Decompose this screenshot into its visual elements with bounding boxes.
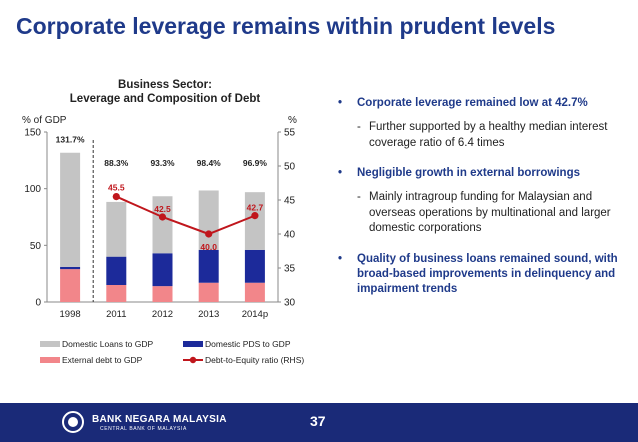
bullet-1-text: Corporate leverage remained low at 42.7% <box>357 97 588 109</box>
legend-swatch <box>40 357 60 363</box>
bar-segment <box>106 201 127 257</box>
chart-title-line2: Leverage and Composition of Debt <box>69 93 261 105</box>
bullet-2-sub-text: Mainly intragroup funding for Malaysian … <box>369 191 611 234</box>
debt-equity-point <box>251 212 259 220</box>
bar-total-label: 88.3% <box>104 158 129 168</box>
debt-equity-point <box>158 213 167 221</box>
right-tick-label: 40 <box>284 230 296 241</box>
x-tick-label: 2012 <box>152 309 173 320</box>
sub-dash: - <box>357 121 361 133</box>
chart-title-line1: Business Sector: <box>118 79 212 91</box>
chart-title: Business Sector: Leverage and Compositio… <box>60 78 270 106</box>
legend-swatch <box>183 341 203 347</box>
x-tick-label: 2013 <box>198 309 219 320</box>
right-tick-label: 35 <box>284 264 296 275</box>
bank-name: BANK NEGARA MALAYSIA <box>92 414 227 425</box>
legend-label: Domestic PDS to GDP <box>205 339 291 349</box>
right-tick-label: 55 <box>284 128 296 139</box>
bank-logo-icon <box>62 411 84 433</box>
bullet-dot: • <box>338 252 343 265</box>
footer-bar: BANK NEGARA MALAYSIA CENTRAL BANK OF MAL… <box>0 403 638 442</box>
bullet-1-sub-text: Further supported by a healthy median in… <box>369 121 608 149</box>
bullet-2-text: Negligible growth in external borrowings <box>357 167 580 179</box>
bar-segment <box>198 282 219 302</box>
bar-segment <box>60 266 81 270</box>
bar-segment <box>152 253 173 287</box>
legend-label: Domestic Loans to GDP <box>62 339 154 349</box>
x-tick-label: 1998 <box>60 309 81 320</box>
left-tick-label: 150 <box>24 128 41 139</box>
bar-segment <box>244 282 265 302</box>
legend-label: External debt to GDP <box>62 355 143 365</box>
leverage-chart: % of GDP % 0 50 100 150 30 35 40 45 50 55 1998 2011… <box>22 115 304 365</box>
bar-total-label: 98.4% <box>197 158 222 168</box>
right-tick-label: 45 <box>284 196 296 207</box>
right-tick-label: 30 <box>284 298 296 309</box>
bullet-dot: • <box>338 97 343 109</box>
bar-segment <box>60 269 81 302</box>
line-data-label: 42.7 <box>247 203 264 213</box>
bar-segment <box>106 256 127 285</box>
sub-dash: - <box>357 191 361 203</box>
bar-segment <box>106 285 127 302</box>
bar-segment <box>60 152 81 267</box>
bar-segment <box>244 249 265 283</box>
left-tick-label: 100 <box>24 184 41 195</box>
bar-segment <box>198 249 219 283</box>
bullet-2: • Negligible growth in external borrowin… <box>338 166 628 181</box>
debt-equity-point <box>205 230 213 238</box>
bar-total-label: 96.9% <box>243 158 268 168</box>
bullet-3-text: Quality of business loans remained sound… <box>357 252 618 295</box>
right-axis-label: % <box>288 115 297 126</box>
bullet-1-sub: - Further supported by a healthy median … <box>338 120 628 151</box>
bar-segment <box>244 192 265 250</box>
legend-swatch <box>40 341 60 347</box>
bar-total-label: 131.7% <box>56 135 85 145</box>
debt-equity-point <box>112 193 120 201</box>
line-data-label: 42.5 <box>154 204 171 214</box>
legend-swatch-point <box>189 356 197 364</box>
x-tick-label: 2011 <box>106 309 126 320</box>
bullet-3: • Quality of business loans remained sou… <box>338 252 628 297</box>
line-data-label: 40.0 <box>200 242 217 252</box>
line-data-label: 45.5 <box>108 183 125 193</box>
bullet-dot: • <box>338 167 343 179</box>
bank-subtitle: CENTRAL BANK OF MALAYSIA <box>100 426 187 432</box>
left-axis-label: % of GDP <box>22 115 67 126</box>
left-tick-label: 50 <box>30 241 42 252</box>
bullet-1: • Corporate leverage remained low at 42.… <box>338 96 628 111</box>
bullet-2-sub: - Mainly intragroup funding for Malaysia… <box>338 190 628 237</box>
legend-label: Debt-to-Equity ratio (RHS) <box>205 355 304 365</box>
bar-segment <box>198 190 219 250</box>
debt-equity-line <box>115 195 256 236</box>
bar-segment <box>152 196 173 254</box>
x-tick-label: 2014p <box>242 309 268 320</box>
bullet-list: • Corporate leverage remained low at 42.… <box>338 96 628 297</box>
bar-segment <box>152 286 173 302</box>
bar-total-label: 93.3% <box>150 158 175 168</box>
slide-title: Corporate leverage remains within pruden… <box>16 13 556 39</box>
page-number: 37 <box>310 413 326 429</box>
right-tick-label: 50 <box>284 162 296 173</box>
left-tick-label: 0 <box>35 298 41 309</box>
